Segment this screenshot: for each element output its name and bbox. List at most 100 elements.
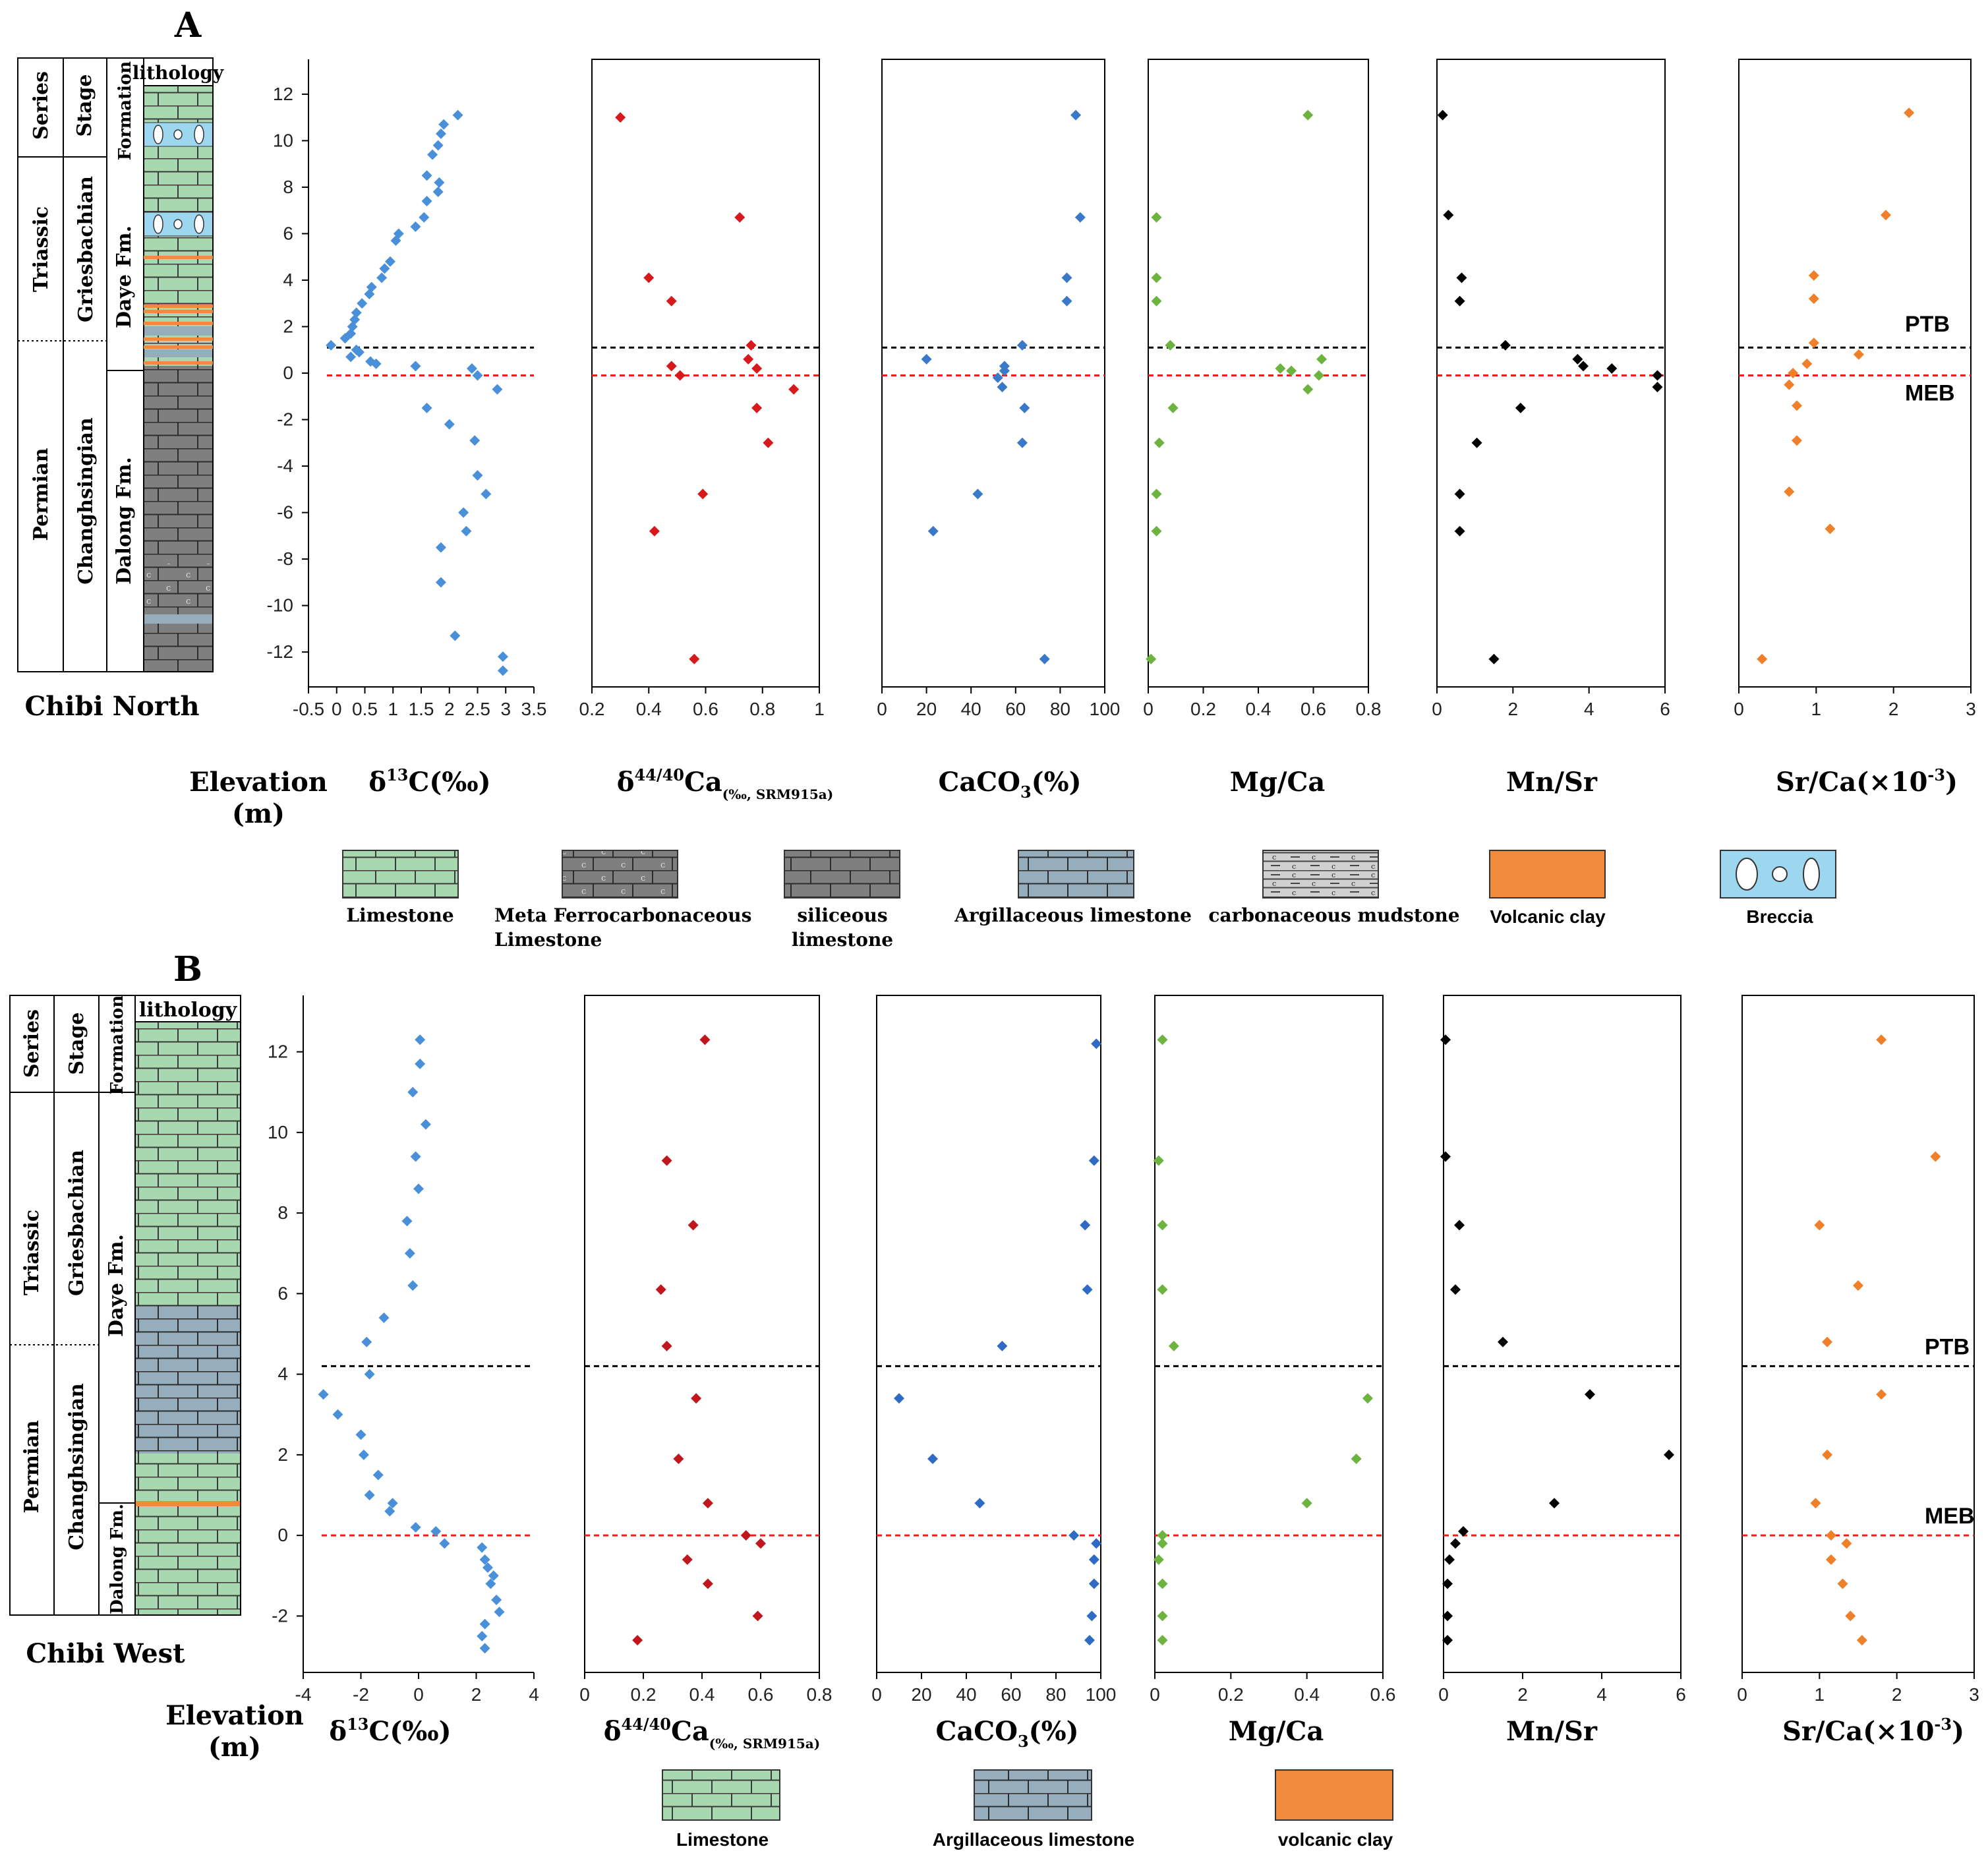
data-point xyxy=(682,1554,693,1565)
legend-label-siliceous-a-1: siliceous xyxy=(797,904,887,926)
data-point xyxy=(1157,1284,1168,1295)
data-point xyxy=(347,321,358,332)
series-triassic-a: Triassic xyxy=(30,206,53,292)
x-tick-label: 0.4 xyxy=(689,1684,715,1705)
data-point xyxy=(1450,1284,1461,1295)
data-point xyxy=(1153,1155,1164,1166)
plot-b-d13c: -4 -2 0 2 4 xyxy=(295,1034,539,1705)
data-point xyxy=(666,361,677,372)
elevation-label-b-1: Elevation xyxy=(165,1700,304,1731)
x-tick-label: 4 xyxy=(529,1684,539,1705)
x-tick-label: 2 xyxy=(1892,1684,1902,1705)
x-tick-label: 6 xyxy=(1676,1684,1686,1705)
data-point xyxy=(740,1530,751,1541)
x-tick-label: 3 xyxy=(1966,699,1976,719)
data-point xyxy=(387,1498,398,1509)
plot-frame xyxy=(1148,59,1369,688)
data-point xyxy=(420,1119,431,1130)
y-tick-label: -4 xyxy=(277,456,293,476)
data-point xyxy=(432,186,444,197)
data-point xyxy=(345,351,357,363)
data-point xyxy=(1456,272,1467,283)
lithology-argillaceous-b xyxy=(135,1305,241,1454)
x-tick-label: 40 xyxy=(956,1684,976,1705)
lithology-argillaceous-a-1 xyxy=(144,326,213,336)
data-point xyxy=(410,1521,421,1533)
data-point xyxy=(1792,435,1802,446)
data-point xyxy=(1440,1151,1451,1162)
x-tick-label: 60 xyxy=(1005,699,1026,719)
data-point xyxy=(1801,358,1813,369)
data-point xyxy=(1070,109,1082,121)
data-point xyxy=(1810,1498,1821,1509)
legend-breccia-clast-3 xyxy=(1803,858,1820,891)
data-point xyxy=(894,1393,904,1404)
data-point xyxy=(1316,353,1328,365)
y-tick-label: -12 xyxy=(267,641,293,662)
data-point xyxy=(1808,293,1819,305)
legend-label-volcanic-b: volcanic clay xyxy=(1278,1829,1393,1850)
lithology-argillaceous-a-3 xyxy=(144,614,213,624)
data-point xyxy=(1880,210,1891,221)
plot-b-sr-ca: 0 1 2 3 xyxy=(1737,995,1979,1705)
xlabel-b-d13c: δ13C(‰) xyxy=(329,1715,451,1747)
y-tick-label: -10 xyxy=(267,595,293,616)
ptb-label: PTB xyxy=(1905,312,1950,337)
data-point xyxy=(410,221,421,232)
data-point xyxy=(1168,1340,1179,1351)
xlabel-a-srca: Sr/Ca(×10-3) xyxy=(1776,765,1958,798)
data-point xyxy=(407,1086,419,1098)
data-point xyxy=(361,1336,372,1347)
data-point xyxy=(488,1570,499,1581)
legend-label-volcanic-a: Volcanic clay xyxy=(1490,906,1606,927)
y-tick-label: 4 xyxy=(278,1364,288,1384)
data-point xyxy=(689,653,700,664)
x-tick-label: 0.6 xyxy=(693,699,718,719)
data-point xyxy=(1301,1498,1312,1509)
legend-label-limestone-b: Limestone xyxy=(676,1829,769,1850)
data-point xyxy=(1068,1530,1080,1541)
data-point xyxy=(401,1216,413,1227)
data-point xyxy=(673,1454,684,1465)
x-tick-label: 0.2 xyxy=(579,699,605,719)
data-point xyxy=(421,402,432,413)
data-point xyxy=(649,525,660,537)
plot-frame xyxy=(1738,59,1972,688)
formation-daye-b: Daye Fm. xyxy=(105,1234,128,1337)
data-point xyxy=(1500,339,1511,351)
data-point xyxy=(697,488,709,500)
legend-label-meta-a-1: Meta Ferrocarbonaceous xyxy=(494,904,751,926)
x-tick-label: 0.4 xyxy=(1294,1684,1320,1705)
section-name-b: Chibi West xyxy=(26,1638,185,1669)
data-point xyxy=(1825,523,1836,535)
volcanic-band xyxy=(144,345,213,349)
data-point xyxy=(482,1562,493,1574)
data-point xyxy=(1157,1635,1168,1646)
xlabel-a-mgca: Mg/Ca xyxy=(1230,767,1326,798)
x-tick-label: 20 xyxy=(916,699,937,719)
xlabel-b-mgca: Mg/Ca xyxy=(1229,1716,1324,1747)
volcanic-band xyxy=(144,338,213,341)
formation-dalong-a: Dalong Fm. xyxy=(113,457,136,585)
legend-swatch-siliceous-a xyxy=(784,850,900,899)
data-point xyxy=(1454,295,1465,307)
plot-a-d44-40ca: 0.2 0.4 0.6 0.8 1 xyxy=(579,59,825,719)
data-point xyxy=(1788,368,1799,378)
data-point xyxy=(734,212,746,223)
volcanic-band xyxy=(144,310,213,313)
data-point xyxy=(1437,109,1448,121)
xlabel-a-caco3: CaCO3(%) xyxy=(939,767,1082,802)
data-point xyxy=(479,1554,490,1565)
x-tick-label: 3 xyxy=(500,699,511,719)
data-point xyxy=(477,1630,488,1641)
data-point xyxy=(1088,1554,1099,1565)
legend-label-meta-a-2: Limestone xyxy=(494,929,602,951)
data-point xyxy=(472,370,483,381)
data-point xyxy=(1061,272,1072,283)
data-point xyxy=(1351,1454,1362,1465)
plot-frame xyxy=(881,59,1105,688)
data-point xyxy=(1822,1449,1833,1460)
